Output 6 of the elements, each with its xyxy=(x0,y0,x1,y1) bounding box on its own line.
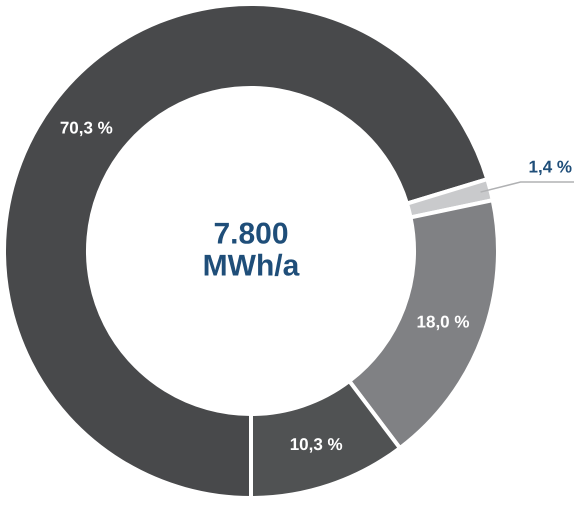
text: 7.800 xyxy=(213,217,289,250)
data-label: 10,3 % xyxy=(290,435,343,454)
data-label: 18,0 % xyxy=(416,312,470,332)
data-label: 1,4 % xyxy=(528,158,572,177)
data-label: 70,3 % xyxy=(60,118,113,138)
text: MWh/a xyxy=(202,249,300,282)
